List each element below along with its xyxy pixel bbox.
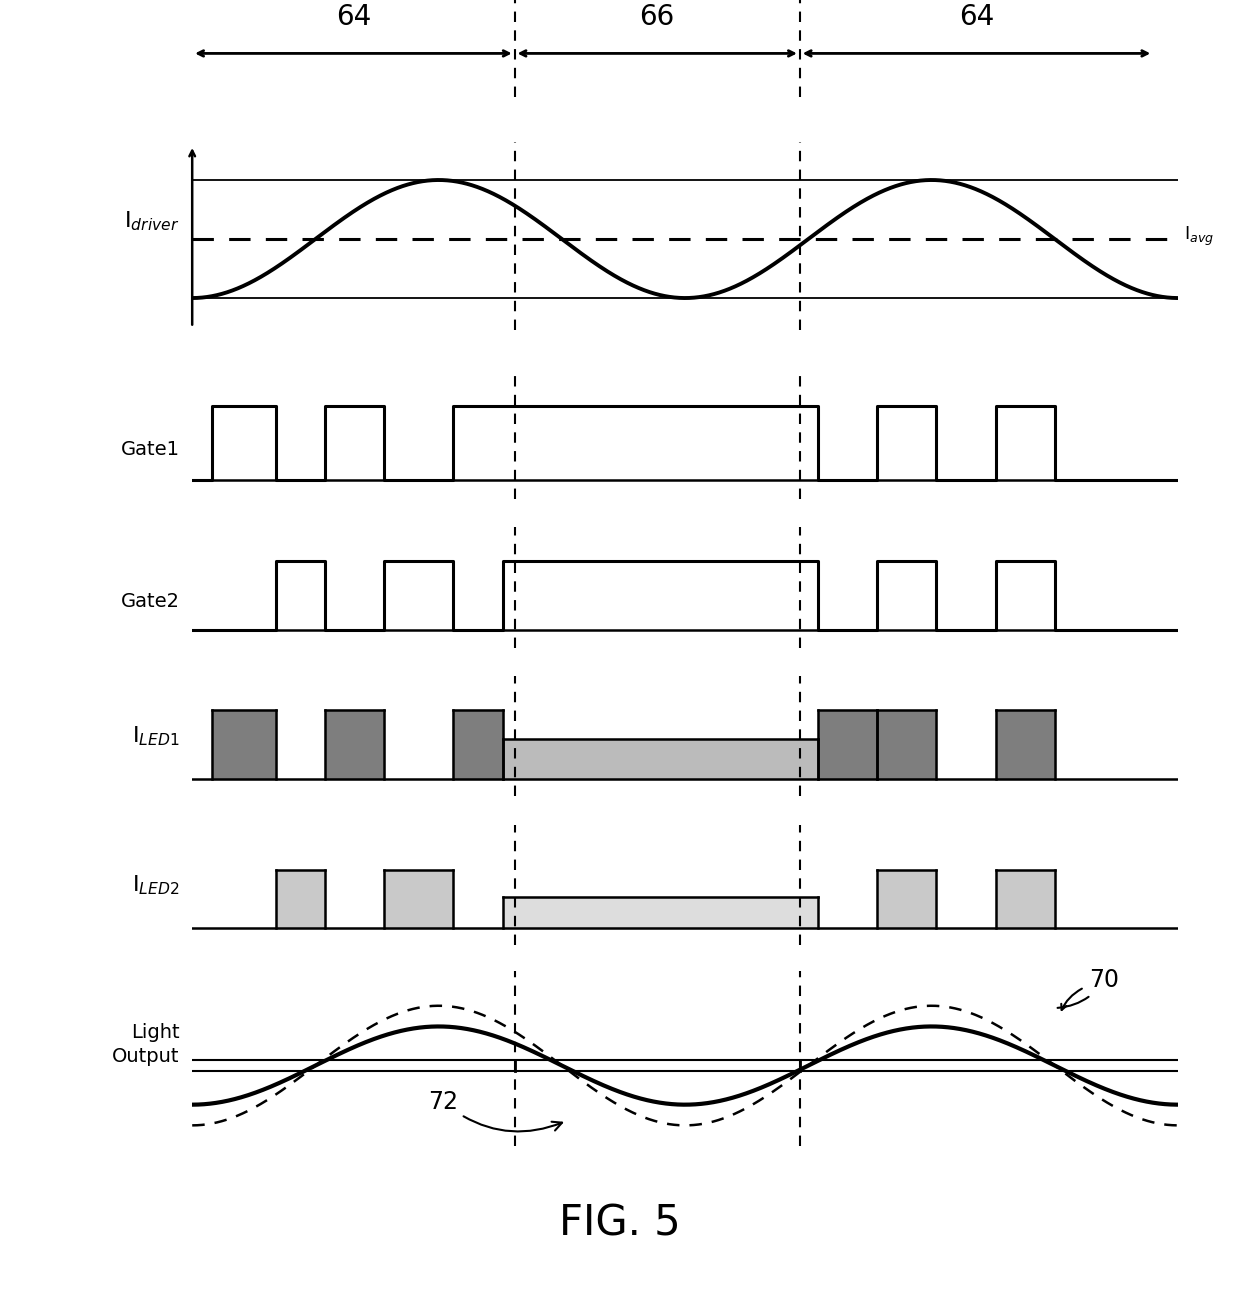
Text: I$_{LED1}$: I$_{LED1}$: [133, 724, 180, 749]
Text: I$_{LED2}$: I$_{LED2}$: [133, 873, 180, 897]
Text: 72: 72: [428, 1090, 562, 1132]
Text: FIG. 5: FIG. 5: [559, 1203, 681, 1244]
Text: I$_{avg}$: I$_{avg}$: [1184, 225, 1214, 247]
Text: I$_{driver}$: I$_{driver}$: [124, 210, 180, 233]
Text: 70: 70: [1058, 969, 1120, 1008]
Text: 64: 64: [336, 3, 371, 31]
Text: 64: 64: [959, 3, 994, 31]
Text: Gate1: Gate1: [120, 440, 180, 458]
Text: 66: 66: [640, 3, 675, 31]
Text: Light
Output: Light Output: [113, 1023, 180, 1066]
Text: Gate2: Gate2: [120, 592, 180, 611]
